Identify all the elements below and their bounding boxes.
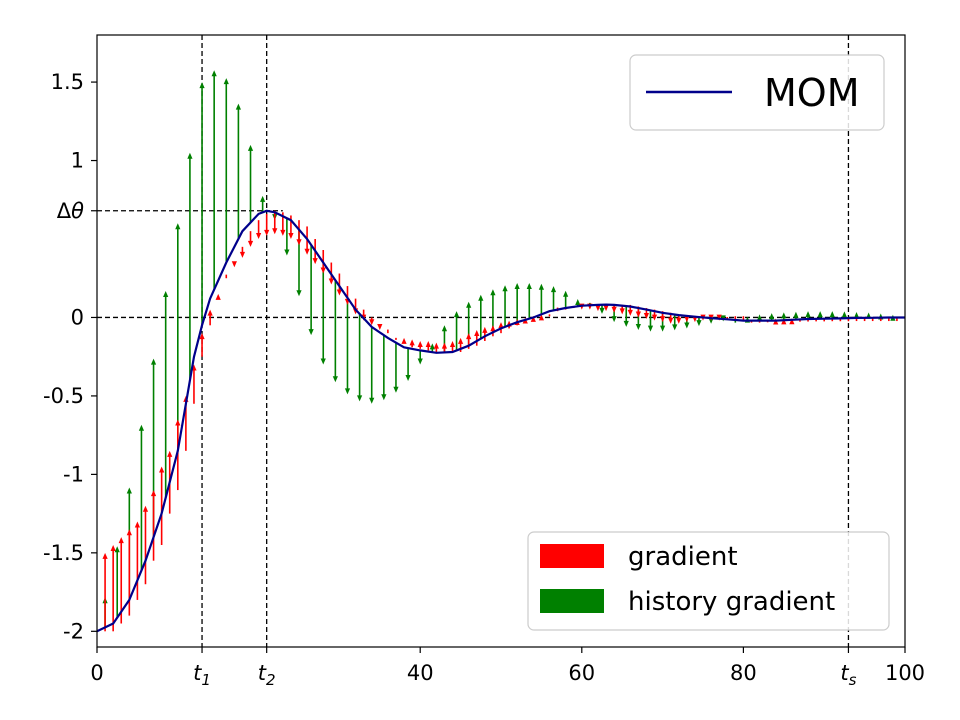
- gradient-arrow: [320, 249, 326, 274]
- x-tick-label: ts: [840, 661, 856, 689]
- series-lines: [96, 209, 905, 633]
- history-gradient-arrow: [563, 290, 569, 309]
- history-gradient-arrow: [223, 78, 229, 263]
- x-tick-label: 100: [885, 661, 925, 685]
- legend-swatch: [540, 589, 604, 613]
- gradient-arrow: [369, 317, 375, 326]
- gradient-arrow: [530, 315, 536, 322]
- series-line-mom: [96, 209, 905, 633]
- history-gradient-arrow: [417, 350, 423, 365]
- history-gradient-arrow: [550, 286, 557, 311]
- history-gradient-arrow: [114, 546, 120, 618]
- gradient-arrow: [425, 341, 431, 351]
- legend-swatch: [540, 544, 604, 568]
- gradient-arrows: [102, 210, 898, 632]
- y-tick-label: -1.5: [43, 541, 84, 565]
- gradient-arrow: [288, 215, 294, 239]
- gradient-arrow: [401, 337, 407, 344]
- legend-label: gradient: [628, 542, 738, 572]
- history-gradient-arrow: [623, 306, 629, 327]
- history-gradient-arrow: [502, 285, 508, 327]
- gradient-arrow: [118, 537, 124, 624]
- y-tick-label: -0.5: [43, 384, 84, 408]
- gradient-arrow: [409, 339, 415, 348]
- history-gradient-arrow: [138, 424, 145, 571]
- gradient-arrow: [239, 246, 246, 258]
- history-gradient-arrow: [381, 335, 387, 401]
- legend-bottom: gradient history gradient: [527, 531, 890, 631]
- history-gradient-arrow: [538, 283, 544, 315]
- history-gradient-arrow: [514, 282, 520, 323]
- x-tick-label: 0: [90, 661, 103, 685]
- gradient-arrow: [102, 552, 108, 632]
- y-tick-label: 1.5: [51, 70, 84, 94]
- history-gradient-arrow: [332, 280, 338, 383]
- gradient-arrow: [417, 341, 423, 349]
- y-axis-ticks: -2 -1.5 -1 -0.5 0 Δθ 1 1.5: [43, 70, 97, 643]
- gradient-arrow: [538, 314, 544, 321]
- legend-box: [527, 531, 890, 631]
- gradient-arrow: [231, 261, 237, 268]
- y-tick-label: Δθ: [57, 199, 84, 223]
- history-gradient-arrow: [344, 297, 351, 395]
- x-tick-label: t2: [258, 661, 276, 689]
- history-gradient-arrow: [405, 348, 411, 382]
- gradient-arrow: [199, 333, 205, 357]
- gradient-arrow: [110, 545, 116, 632]
- y-tick-label: -1: [63, 462, 84, 486]
- y-tick-label: 0: [71, 305, 84, 329]
- history-gradient-arrow: [526, 282, 532, 319]
- gradient-arrow: [433, 342, 439, 352]
- gradient-arrow: [328, 262, 334, 285]
- legend-label: history gradient: [628, 587, 835, 617]
- history-gradient-arrow: [308, 244, 314, 336]
- x-tick-label: 60: [568, 661, 595, 685]
- history-gradient-arrow: [453, 311, 460, 351]
- history-gradient-arrow: [187, 152, 193, 381]
- gradient-arrow: [449, 341, 456, 352]
- y-tick-label: 1: [71, 149, 84, 173]
- history-gradient-arrow: [320, 262, 326, 365]
- gradient-arrow: [256, 220, 262, 239]
- history-gradient-arrow: [211, 70, 217, 290]
- gradient-arrow: [134, 521, 140, 600]
- history-gradient-arrow: [284, 218, 290, 256]
- gradient-arrow: [207, 309, 213, 326]
- x-tick-label: t1: [193, 661, 211, 689]
- history-gradient-arrow: [175, 223, 181, 451]
- gradient-arrow: [272, 210, 278, 235]
- legend-label: MOM: [764, 71, 859, 115]
- history-gradient-arrow: [478, 294, 484, 339]
- gradient-arrow: [336, 273, 342, 296]
- legend-top: MOM: [629, 54, 885, 131]
- history-gradient-arrow: [672, 314, 678, 331]
- history-gradient-arrow: [393, 342, 399, 393]
- history-gradient-arrow: [163, 290, 169, 498]
- gradient-arrow: [474, 330, 480, 346]
- history-gradient-arrow: [369, 326, 375, 404]
- gradient-arrow: [247, 231, 254, 247]
- x-tick-label: 80: [730, 661, 757, 685]
- x-axis-ticks: 0 t1 t2 40 60 80 ts 100: [90, 647, 925, 689]
- history-gradient-arrow: [260, 195, 266, 213]
- gradient-arrow: [215, 293, 221, 300]
- history-gradient-arrow: [247, 144, 254, 223]
- gradient-arrow: [142, 505, 149, 585]
- gradient-arrow: [175, 419, 181, 491]
- history-gradient-arrow: [199, 82, 205, 326]
- history-gradient-arrow: [357, 313, 363, 402]
- gradient-arrow: [264, 213, 270, 236]
- gradient-arrow: [458, 337, 464, 352]
- history-gradient-arrow: [647, 310, 654, 332]
- history-gradient-arrow: [235, 103, 241, 239]
- gradient-arrow: [377, 324, 383, 331]
- gradient-arrow: [159, 466, 165, 545]
- x-tick-label: 40: [407, 661, 434, 685]
- gradient-arrow: [150, 490, 157, 561]
- axes-frame: [96, 34, 906, 648]
- y-tick-label: -2: [63, 619, 84, 643]
- gradient-arrow: [126, 529, 132, 616]
- legend-box: [629, 54, 885, 131]
